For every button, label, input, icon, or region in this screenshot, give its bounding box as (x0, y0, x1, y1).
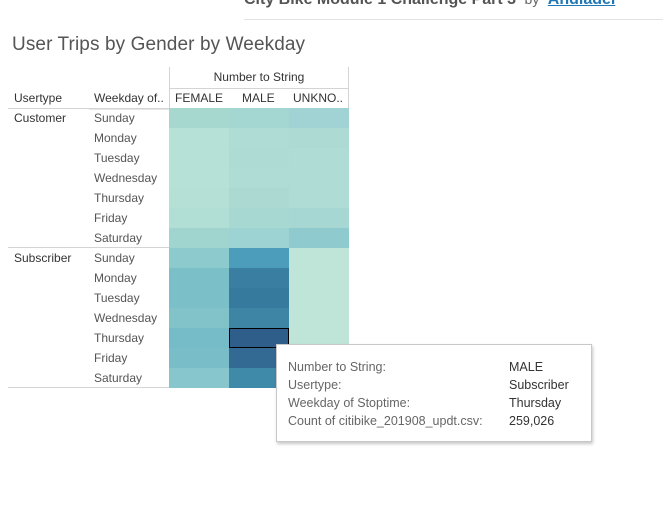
heatmap-cell-customer-sunday-male[interactable] (229, 108, 289, 128)
tooltip-value: 259,026 (509, 414, 555, 428)
heatmap-cell-subscriber-thursday-male[interactable] (229, 328, 289, 348)
heatmap-cell-subscriber-monday-female[interactable] (169, 268, 229, 288)
weekday-label-subscriber-wednesday[interactable]: Wednesday (94, 311, 158, 325)
heatmap-cell-customer-sunday-unknown[interactable] (289, 108, 349, 128)
heatmap-cell-customer-wednesday-male[interactable] (229, 168, 289, 188)
heatmap-cell-customer-saturday-female[interactable] (169, 228, 229, 248)
heatmap-cell-subscriber-wednesday-female[interactable] (169, 308, 229, 328)
column-group-header[interactable]: Number to String (213, 70, 305, 84)
viz-title: User Trips by Gender by Weekday (12, 34, 306, 55)
heatmap-cell-subscriber-wednesday-unknown[interactable] (289, 308, 349, 328)
group-separator-rule (8, 247, 169, 248)
usertype-label-customer[interactable]: Customer (14, 111, 67, 125)
weekday-label-subscriber-tuesday[interactable]: Tuesday (94, 291, 140, 305)
column-header-unknown[interactable]: UNKNO.. (293, 91, 344, 105)
heatmap-cell-customer-saturday-unknown[interactable] (289, 228, 349, 248)
header-vertical-rule (169, 67, 170, 108)
weekday-top-rule (89, 109, 169, 110)
heatmap-cell-customer-wednesday-female[interactable] (169, 168, 229, 188)
heatmap-cell-customer-thursday-male[interactable] (229, 188, 289, 208)
column-header-female[interactable]: FEMALE (175, 91, 224, 105)
weekday-label-customer-thursday[interactable]: Thursday (94, 191, 145, 205)
heatmap-cell-customer-monday-female[interactable] (169, 128, 229, 148)
heatmap-cell-customer-friday-unknown[interactable] (289, 208, 349, 228)
heatmap-cell-subscriber-friday-female[interactable] (169, 348, 229, 368)
heatmap-cell-customer-tuesday-male[interactable] (229, 148, 289, 168)
heatmap-cell-customer-friday-female[interactable] (169, 208, 229, 228)
weekday-label-subscriber-friday[interactable]: Friday (94, 351, 128, 365)
row-header-usertype[interactable]: Usertype (14, 91, 63, 105)
tooltip-value: Subscriber (509, 378, 569, 392)
heatmap-cell-subscriber-tuesday-male[interactable] (229, 288, 289, 308)
heatmap-cell-subscriber-sunday-unknown[interactable] (289, 248, 349, 268)
heatmap-cell-customer-thursday-female[interactable] (169, 188, 229, 208)
tooltip-value: Thursday (509, 396, 562, 410)
heatmap-cell-subscriber-monday-male[interactable] (229, 268, 289, 288)
heatmap-cell-customer-wednesday-unknown[interactable] (289, 168, 349, 188)
column-header-male[interactable]: MALE (242, 91, 275, 105)
weekday-label-customer-tuesday[interactable]: Tuesday (94, 151, 140, 165)
heatmap-cell-customer-tuesday-female[interactable] (169, 148, 229, 168)
heatmap-cell-customer-thursday-unknown[interactable] (289, 188, 349, 208)
tooltip-value: MALE (509, 360, 544, 374)
weekday-label-customer-friday[interactable]: Friday (94, 211, 128, 225)
heatmap-cell-subscriber-tuesday-unknown[interactable] (289, 288, 349, 308)
tooltip-key: Number to String: (288, 360, 386, 374)
weekday-label-subscriber-thursday[interactable]: Thursday (94, 331, 145, 345)
heatmap-cell-customer-saturday-male[interactable] (229, 228, 289, 248)
heatmap-cell-customer-sunday-female[interactable] (169, 108, 229, 128)
heatmap-cell-subscriber-monday-unknown[interactable] (289, 268, 349, 288)
heatmap-cell-subscriber-thursday-female[interactable] (169, 328, 229, 348)
heatmap-cell-customer-friday-male[interactable] (229, 208, 289, 228)
heatmap-cell-subscriber-saturday-female[interactable] (169, 368, 229, 388)
heatmap-cell-customer-tuesday-unknown[interactable] (289, 148, 349, 168)
crosstab: Number to String Usertype Weekday of.. F… (8, 67, 349, 388)
weekday-label-customer-wednesday[interactable]: Wednesday (94, 171, 158, 185)
heatmap-cell-subscriber-friday-male[interactable] (229, 348, 289, 368)
tooltip: Number to String: MALE Usertype: Subscriber… (276, 344, 592, 442)
author-link[interactable]: Ahdiadel (548, 0, 616, 8)
heatmap-cell-customer-monday-male[interactable] (229, 128, 289, 148)
weekday-label-subscriber-monday[interactable]: Monday (94, 271, 137, 285)
weekday-label-customer-sunday[interactable]: Sunday (94, 111, 135, 125)
tooltip-key: Usertype: (288, 378, 342, 392)
heatmap-cell-subscriber-wednesday-male[interactable] (229, 308, 289, 328)
by-label: by (525, 0, 540, 7)
heatmap-cell-subscriber-tuesday-female[interactable] (169, 288, 229, 308)
heatmap-cell-subscriber-sunday-male[interactable] (229, 248, 289, 268)
tooltip-key: Weekday of Stoptime: (288, 396, 411, 410)
usertype-label-subscriber[interactable]: Subscriber (14, 251, 72, 265)
weekday-label-subscriber-saturday[interactable]: Saturday (94, 371, 143, 385)
header-right-rule (348, 67, 349, 108)
dashboard-title-text: City Bike Module 1 Challenge Part 3 (244, 0, 516, 8)
group-header-rule (169, 88, 349, 89)
heatmap-cell-customer-monday-unknown[interactable] (289, 128, 349, 148)
tooltip-key: Count of citibike_201908_updt.csv: (288, 414, 483, 428)
dashboard-title: City Bike Module 1 Challenge Part 3 by A… (244, 0, 615, 9)
header-divider (244, 19, 663, 20)
weekday-label-subscriber-sunday[interactable]: Sunday (94, 251, 135, 265)
heatmap-cell-subscriber-thursday-unknown[interactable] (289, 328, 349, 348)
weekday-label-customer-saturday[interactable]: Saturday (94, 231, 143, 245)
heatmap-cell-subscriber-sunday-female[interactable] (169, 248, 229, 268)
heatmap-cell-subscriber-saturday-male[interactable] (229, 368, 289, 388)
weekday-label-customer-monday[interactable]: Monday (94, 131, 137, 145)
table-bottom-rule (8, 387, 169, 388)
row-header-weekday[interactable]: Weekday of.. (94, 91, 164, 105)
